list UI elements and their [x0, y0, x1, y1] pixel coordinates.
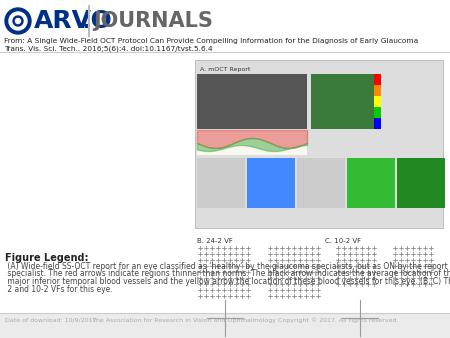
Bar: [197, 74, 307, 129]
Circle shape: [5, 8, 31, 34]
Bar: [197, 130, 307, 155]
Text: (A) Wide-field SS-OCT report for an eye classified as ‘healthy’ by the glaucoma : (A) Wide-field SS-OCT report for an eye …: [5, 262, 448, 271]
Bar: [0, 0, 450, 52]
Text: Date of download: 10/9/2017: Date of download: 10/9/2017: [5, 317, 96, 322]
Bar: [374, 85, 381, 96]
Text: B. 24-2 VF: B. 24-2 VF: [197, 238, 233, 244]
Text: From: A Single Wide-Field OCT Protocol Can Provide Compelling Information for th: From: A Single Wide-Field OCT Protocol C…: [4, 38, 418, 44]
Bar: [347, 158, 395, 208]
Bar: [374, 96, 381, 107]
Bar: [195, 60, 443, 228]
Bar: [374, 74, 381, 85]
Text: C. 10-2 VF: C. 10-2 VF: [325, 238, 361, 244]
Bar: [311, 74, 374, 129]
Text: 2 and 10-2 VFs for this eye.: 2 and 10-2 VFs for this eye.: [5, 285, 112, 293]
Circle shape: [15, 19, 21, 24]
Bar: [247, 158, 295, 208]
Text: major inferior temporal blood vessels and the yellow arrow the location of these: major inferior temporal blood vessels an…: [5, 277, 450, 286]
Text: Trans. Vis. Sci. Tech.. 2016;5(6):4. doi:10.1167/tvst.5.6.4: Trans. Vis. Sci. Tech.. 2016;5(6):4. doi…: [4, 45, 212, 51]
Bar: [374, 118, 381, 129]
Text: The Association for Research in Vision and Ophthalmology Copyright © 2017. All r: The Association for Research in Vision a…: [92, 317, 398, 323]
Text: A. mOCT Report: A. mOCT Report: [200, 67, 250, 72]
Bar: [297, 158, 345, 208]
Text: .: .: [83, 14, 90, 32]
Circle shape: [13, 16, 23, 26]
Circle shape: [9, 12, 27, 30]
Text: JOURNALS: JOURNALS: [93, 11, 213, 31]
Bar: [0, 52, 450, 313]
Bar: [397, 158, 445, 208]
Text: specialist. The red arrows indicate regions thinner than norms. The black arrow : specialist. The red arrows indicate regi…: [5, 269, 450, 279]
Bar: [0, 313, 450, 338]
Bar: [197, 158, 245, 208]
Bar: [374, 107, 381, 118]
Text: Figure Legend:: Figure Legend:: [5, 253, 89, 263]
Text: ARVO: ARVO: [34, 9, 113, 33]
